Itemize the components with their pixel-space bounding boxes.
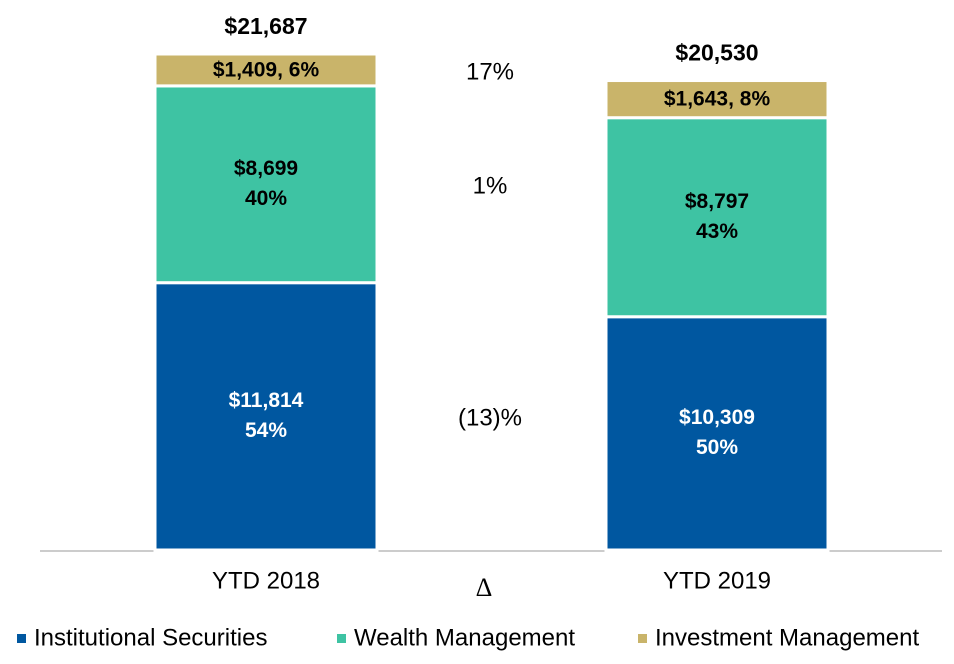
share-label: 54% (245, 419, 287, 442)
legend-label: Wealth Management (354, 624, 575, 651)
change-label: 1% (473, 173, 508, 200)
bar-segment (604, 116, 830, 319)
legend-swatch (17, 634, 26, 643)
x-tick-label: YTD 2018 (212, 567, 320, 594)
x-tick-label: YTD 2019 (663, 567, 771, 594)
share-label: 40% (245, 187, 287, 210)
share-label: 43% (696, 220, 738, 243)
legend-label: Investment Management (655, 624, 919, 651)
bar-segment (604, 315, 830, 552)
bar-segment (153, 84, 379, 285)
bar-segment (153, 52, 379, 88)
value-label: $10,309 (679, 406, 755, 429)
total-label: $21,687 (224, 13, 307, 39)
value-label: $1,643, 8% (664, 88, 771, 111)
share-label: 50% (696, 436, 738, 459)
value-label: $8,797 (685, 190, 749, 213)
value-label: $11,814 (229, 389, 304, 412)
change-header: Δ (476, 573, 493, 602)
bar-segment (153, 281, 379, 552)
total-label: $20,530 (675, 40, 758, 66)
change-label: (13)% (458, 405, 522, 432)
change-label: 17% (466, 58, 514, 85)
legend-label: Institutional Securities (34, 624, 267, 651)
value-label: $8,699 (234, 157, 298, 180)
value-label: $1,409, 6% (213, 58, 320, 81)
legend-swatch (337, 634, 346, 643)
bar-segment (604, 79, 830, 120)
legend-swatch (638, 634, 647, 643)
